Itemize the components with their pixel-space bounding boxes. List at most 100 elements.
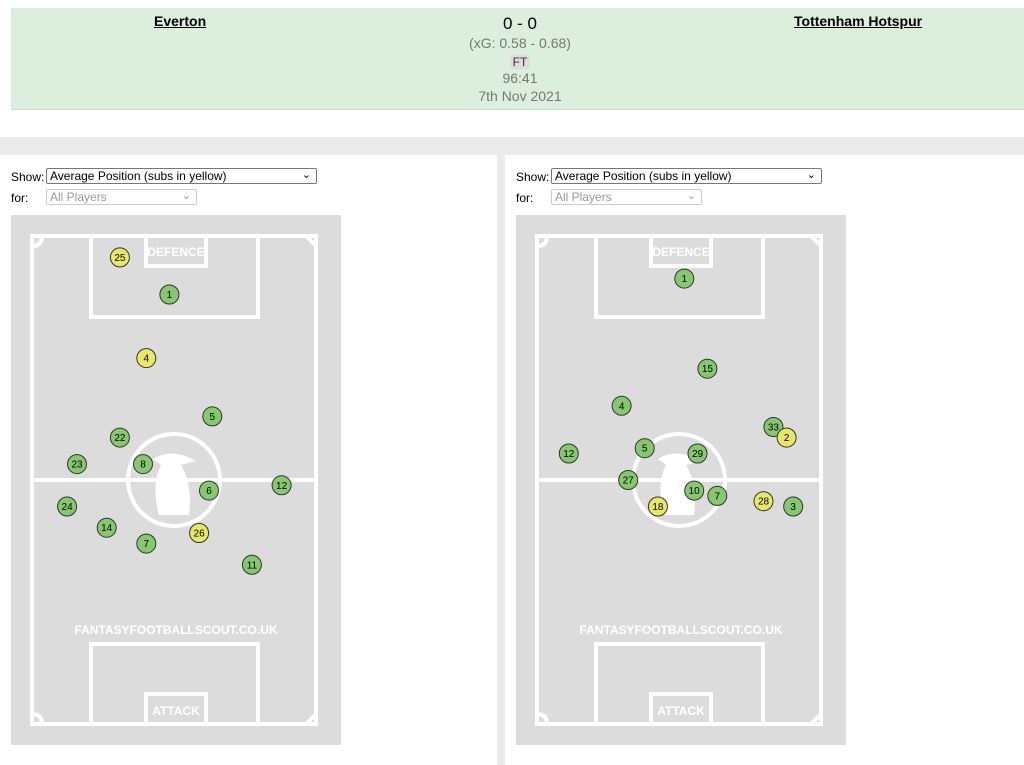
player-number: 5 <box>642 444 648 455</box>
player-number: 5 <box>210 412 216 423</box>
player-number: 22 <box>114 433 126 444</box>
player-marker <box>67 454 87 475</box>
status-wrap: FT <box>420 53 620 69</box>
panel: Show: Average Position (subs in yellow) ⌄ f… <box>505 155 1024 765</box>
player-marker <box>271 475 292 496</box>
player-number: 6 <box>206 486 212 497</box>
for-select[interactable]: All Players ⌄ <box>551 189 702 205</box>
xg: (xG: 0.58 - 0.68) <box>469 35 571 51</box>
player-marker <box>647 496 668 517</box>
corner-arc <box>536 712 549 725</box>
player-marker <box>136 533 157 554</box>
player-marker <box>687 443 708 464</box>
player-marker <box>783 496 804 517</box>
player-number: 26 <box>194 529 206 540</box>
show-label: Show: <box>516 170 550 184</box>
status: FT <box>509 55 531 69</box>
player-number: 2 <box>784 433 790 444</box>
player-marker <box>753 491 774 512</box>
player-number: 1 <box>682 274 688 285</box>
dropdown-arrow: ⌄ <box>686 190 696 202</box>
player-marker <box>634 438 655 459</box>
player-number: 7 <box>715 491 721 502</box>
for-label: for: <box>516 191 534 205</box>
corner-arc <box>809 234 823 248</box>
player-marker <box>618 470 639 490</box>
player-number: 8 <box>140 460 146 471</box>
logo-silhouette <box>153 453 196 515</box>
home-team[interactable]: Everton <box>154 13 207 29</box>
player-number: 29 <box>692 449 704 460</box>
centre-circle <box>126 432 222 528</box>
player-marker <box>189 523 210 543</box>
player-number: 12 <box>276 481 288 492</box>
for-value: All Players <box>555 190 612 204</box>
player-marker <box>199 480 219 501</box>
player-marker <box>697 358 718 379</box>
player-marker <box>241 554 262 575</box>
corner-arc <box>31 235 44 248</box>
pitch: DEFENCE FANTASYFOOTBALLSCOUT.CO.UK ATTACK 2… <box>11 215 341 745</box>
player-marker <box>133 454 153 475</box>
player-marker <box>96 517 117 538</box>
player-number: 3 <box>790 502 796 513</box>
score: 0 - 0 <box>502 14 538 33</box>
player-number: 24 <box>62 502 74 513</box>
top-label: DEFENCE <box>147 245 204 259</box>
player-number: 25 <box>114 253 126 264</box>
show-value: Average Position (subs in yellow) <box>555 169 732 183</box>
player-number: 11 <box>247 560 258 571</box>
player-number: 4 <box>144 354 150 365</box>
player-number: 27 <box>623 476 635 487</box>
watermark: FANTASYFOOTBALLSCOUT.CO.UK <box>579 623 782 637</box>
for-label: for: <box>11 191 29 205</box>
bottom-six <box>144 692 208 726</box>
dropdown-arrow: ⌄ <box>301 169 311 181</box>
corner-arc <box>536 235 549 248</box>
show-label: Show: <box>11 170 45 184</box>
player-number: 1 <box>167 290 173 301</box>
bottom-label: ATTACK <box>152 704 200 718</box>
player-marker <box>136 348 157 369</box>
player-marker <box>57 496 78 517</box>
player-number: 15 <box>702 364 714 375</box>
player-number: 4 <box>619 401 625 412</box>
player-marker <box>763 417 784 437</box>
show-select[interactable]: Average Position (subs in yellow) ⌄ <box>46 168 317 184</box>
player-marker <box>109 427 130 448</box>
player-marker <box>109 247 130 268</box>
player-number: 23 <box>71 460 83 471</box>
match-date: 7th Nov 2021 <box>478 88 562 104</box>
corner-arc <box>304 234 318 248</box>
corner-arc <box>304 712 318 726</box>
away-team[interactable]: Tottenham Hotspur <box>794 13 923 29</box>
top-six <box>144 234 208 268</box>
player-marker <box>611 395 632 416</box>
player-marker <box>776 427 797 448</box>
top-six <box>649 234 713 268</box>
for-select[interactable]: All Players ⌄ <box>46 189 197 205</box>
player-number: 14 <box>101 523 113 534</box>
show-value: Average Position (subs in yellow) <box>50 169 227 183</box>
pitch: DEFENCE FANTASYFOOTBALLSCOUT.CO.UK ATTACK 1… <box>516 215 846 745</box>
player-marker <box>674 268 695 289</box>
show-select[interactable]: Average Position (subs in yellow) ⌄ <box>551 168 822 184</box>
corner-arc <box>809 712 823 726</box>
match-header: Everton 0 - 0 (xG: 0.58 - 0.68) FT 96:41… <box>11 8 1024 110</box>
dropdown-arrow: ⌄ <box>806 169 816 181</box>
player-number: 28 <box>758 497 770 508</box>
player-number: 12 <box>563 449 575 460</box>
player-marker <box>707 485 728 506</box>
bottom-label: ATTACK <box>657 704 705 718</box>
player-marker <box>684 480 705 501</box>
player-marker <box>558 443 579 464</box>
player-number: 33 <box>768 423 780 434</box>
player-marker <box>202 406 223 427</box>
top-label: DEFENCE <box>652 245 709 259</box>
panel: Show: Average Position (subs in yellow) ⌄ f… <box>0 155 497 765</box>
player-marker <box>159 284 180 305</box>
player-number: 18 <box>652 502 664 513</box>
match-time: 96:41 <box>502 70 538 86</box>
dropdown-arrow: ⌄ <box>181 190 191 202</box>
